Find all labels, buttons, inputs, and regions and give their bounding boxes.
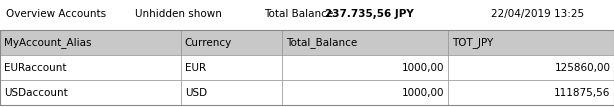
Text: EURaccount: EURaccount [4, 63, 66, 73]
Text: 111875,56: 111875,56 [554, 88, 610, 98]
Text: Unhidden shown: Unhidden shown [135, 9, 222, 19]
Bar [181, 80, 282, 105]
Text: 237.735,56 JPY: 237.735,56 JPY [325, 9, 414, 19]
Bar [448, 55, 614, 80]
Bar [282, 80, 448, 105]
Text: 22/04/2019 13:25: 22/04/2019 13:25 [491, 9, 585, 19]
Text: Overview Accounts: Overview Accounts [6, 9, 106, 19]
Text: Total Balance:: Total Balance: [264, 9, 337, 19]
Text: Total_Balance: Total_Balance [286, 37, 357, 48]
Text: MyAccount_Alias: MyAccount_Alias [4, 37, 91, 48]
Bar [0, 80, 181, 105]
Bar [181, 55, 282, 80]
Bar [448, 30, 614, 55]
Bar [282, 30, 448, 55]
Text: 1000,00: 1000,00 [402, 88, 445, 98]
Bar [181, 30, 282, 55]
Text: 125860,00: 125860,00 [554, 63, 610, 73]
Text: 1000,00: 1000,00 [402, 63, 445, 73]
Text: USDaccount: USDaccount [4, 88, 68, 98]
Bar [0, 30, 614, 105]
Bar [0, 55, 181, 80]
Text: Currency: Currency [185, 38, 232, 48]
Text: EUR: EUR [185, 63, 206, 73]
Text: TOT_JPY: TOT_JPY [452, 37, 493, 48]
Bar [0, 30, 181, 55]
Text: USD: USD [185, 88, 207, 98]
Bar [282, 55, 448, 80]
Bar [448, 80, 614, 105]
